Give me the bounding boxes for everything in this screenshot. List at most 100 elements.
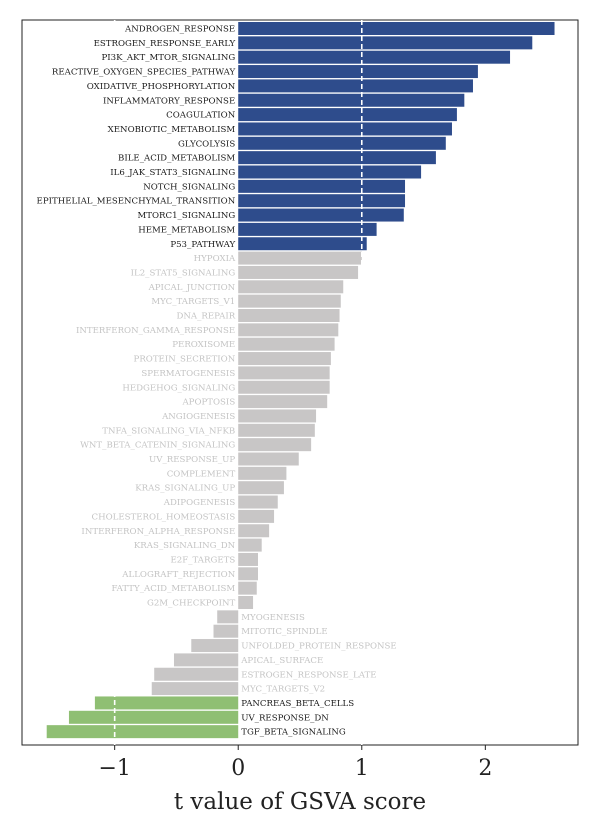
bar-apoptosis [238, 395, 328, 409]
label-epithelial-mesenchymal-transition: EPITHELIAL_MESENCHYMAL_TRANSITION [37, 197, 236, 207]
x-axis-title: t value of GSVA score [174, 789, 426, 815]
bar-il2-stat5-signaling [238, 265, 359, 279]
label-xenobiotic-metabolism: XENOBIOTIC_METABOLISM [108, 125, 236, 135]
bar-complement [238, 466, 287, 480]
label-protein-secretion: PROTEIN_SECRETION [134, 355, 236, 365]
label-cholesterol-homeostasis: CHOLESTEROL_HOMEOSTASIS [92, 512, 236, 522]
label-estrogen-response-early: ESTROGEN_RESPONSE_EARLY [94, 39, 236, 49]
bar-allograft-rejection [238, 567, 258, 581]
label-il2-stat5-signaling: IL2_STAT5_SIGNALING [131, 268, 236, 278]
label-peroxisome: PEROXISOME [172, 340, 235, 350]
label-inflammatory-response: INFLAMMATORY_RESPONSE [103, 96, 235, 106]
bar-mtorc1-signaling [238, 208, 404, 222]
label-hypoxia: HYPOXIA [194, 254, 236, 264]
label-coagulation: COAGULATION [166, 111, 236, 121]
bar-reactive-oxygen-species-pathway [238, 65, 478, 79]
label-mitotic-spindle: MITOTIC_SPINDLE [241, 627, 327, 637]
bar-kras-signaling-up [238, 481, 284, 495]
bar-kras-signaling-dn [238, 538, 262, 552]
label-complement: COMPLEMENT [167, 469, 236, 479]
label-estrogen-response-late: ESTROGEN_RESPONSE_LATE [241, 670, 376, 680]
bar-hedgehog-signaling [238, 380, 330, 394]
bar-apical-junction [238, 280, 344, 294]
bar-notch-signaling [238, 179, 406, 193]
bar-pancreas-beta-cells [94, 696, 239, 710]
bar-g2m-checkpoint [238, 596, 254, 609]
bar-peroxisome [238, 337, 335, 351]
bar-xenobiotic-metabolism [238, 122, 452, 136]
label-myc-targets-v1: MYC_TARGETS_V1 [151, 297, 235, 307]
bar-tgf-beta-signaling [46, 725, 239, 739]
bar-estrogen-response-early [238, 36, 533, 50]
label-kras-signaling-dn: KRAS_SIGNALING_DN [134, 541, 236, 551]
label-uv-response-dn: UV_RESPONSE_DN [241, 713, 329, 723]
label-g2m-checkpoint: G2M_CHECKPOINT [147, 599, 236, 609]
label-myc-targets-v2: MYC_TARGETS_V2 [241, 685, 325, 695]
bar-apical-surface [173, 653, 239, 667]
label-adipogenesis: ADIPOGENESIS [163, 498, 236, 508]
bar-myc-targets-v1 [238, 294, 341, 308]
label-allograft-rejection: ALLOGRAFT_REJECTION [121, 570, 235, 580]
label-tgf-beta-signaling: TGF_BETA_SIGNALING [241, 728, 346, 738]
bar-estrogen-response-late [154, 667, 239, 681]
bar-mitotic-spindle [213, 624, 239, 638]
bar-bile-acid-metabolism [238, 151, 436, 165]
label-myogenesis: MYOGENESIS [241, 613, 305, 623]
bar-inflammatory-response [238, 93, 465, 107]
label-unfolded-protein-response: UNFOLDED_PROTEIN_RESPONSE [241, 642, 396, 652]
label-pancreas-beta-cells: PANCREAS_BETA_CELLS [241, 699, 354, 709]
bar-myc-targets-v2 [151, 682, 239, 696]
bar-interferon-gamma-response [238, 323, 339, 337]
bar-wnt-beta-catenin-signaling [238, 438, 312, 452]
label-heme-metabolism: HEME_METABOLISM [138, 225, 235, 235]
label-interferon-gamma-response: INTERFERON_GAMMA_RESPONSE [76, 326, 235, 336]
bar-glycolysis [238, 136, 446, 150]
label-notch-signaling: NOTCH_SIGNALING [143, 182, 235, 192]
bars-layer [46, 22, 555, 739]
label-hedgehog-signaling: HEDGEHOG_SIGNALING [122, 383, 235, 393]
category-labels: ANDROGEN_RESPONSE ESTROGEN_RESPONSE_EARLY… [37, 25, 397, 738]
label-angiogenesis: ANGIOGENESIS [161, 412, 235, 422]
label-pi3k-akt-mtor-signaling: PI3K_AKT_MTOR_SIGNALING [101, 53, 235, 63]
x-tick-label: 2 [478, 756, 492, 781]
label-tnfa-signaling-via-nfkb: TNFA_SIGNALING_VIA_NFKB [102, 426, 235, 436]
bar-dna-repair [238, 309, 340, 322]
bar-interferon-alpha-response [238, 524, 270, 538]
label-reactive-oxygen-species-pathway: REACTIVE_OXYGEN_SPECIES_PATHWAY [52, 68, 236, 78]
label-wnt-beta-catenin-signaling: WNT_BETA_CATENIN_SIGNALING [80, 441, 235, 451]
label-interferon-alpha-response: INTERFERON_ALPHA_RESPONSE [81, 527, 235, 537]
label-glycolysis: GLYCOLYSIS [178, 139, 235, 149]
bar-oxidative-phosphorylation [238, 79, 473, 93]
label-bile-acid-metabolism: BILE_ACID_METABOLISM [118, 154, 235, 164]
label-apoptosis: APOPTOSIS [181, 398, 235, 408]
bar-e2f-targets [238, 552, 258, 566]
label-uv-response-up: UV_RESPONSE_UP [149, 455, 235, 465]
bar-il6-jak-stat3-signaling [238, 165, 422, 179]
x-axis: −1 0 1 2 [98, 745, 492, 781]
label-androgen-response: ANDROGEN_RESPONSE [124, 25, 235, 35]
label-fatty-acid-metabolism: FATTY_ACID_METABOLISM [111, 584, 235, 594]
bar-myogenesis [217, 610, 239, 624]
bar-uv-response-dn [68, 710, 239, 724]
bar-adipogenesis [238, 495, 278, 509]
bar-unfolded-protein-response [191, 639, 239, 653]
bar-hypoxia [238, 251, 362, 265]
label-e2f-targets: E2F_TARGETS [171, 555, 236, 565]
x-tick-label: 0 [231, 756, 245, 781]
label-kras-signaling-up: KRAS_SIGNALING_UP [135, 484, 235, 494]
bar-coagulation [238, 108, 457, 122]
bar-uv-response-up [238, 452, 299, 466]
plot-frame [21, 19, 579, 746]
bar-epithelial-mesenchymal-transition [238, 194, 406, 208]
threshold-lines [113, 20, 363, 745]
x-tick-label: 1 [355, 756, 369, 781]
bar-androgen-response [238, 22, 555, 35]
label-spermatogenesis: SPERMATOGENESIS [141, 369, 235, 379]
bar-pi3k-akt-mtor-signaling [238, 50, 511, 64]
bar-tnfa-signaling-via-nfkb [238, 423, 315, 437]
label-p53-pathway: P53_PATHWAY [170, 240, 235, 250]
bar-heme-metabolism [238, 222, 377, 236]
label-dna-repair: DNA_REPAIR [176, 312, 235, 322]
bar-protein-secretion [238, 352, 331, 366]
